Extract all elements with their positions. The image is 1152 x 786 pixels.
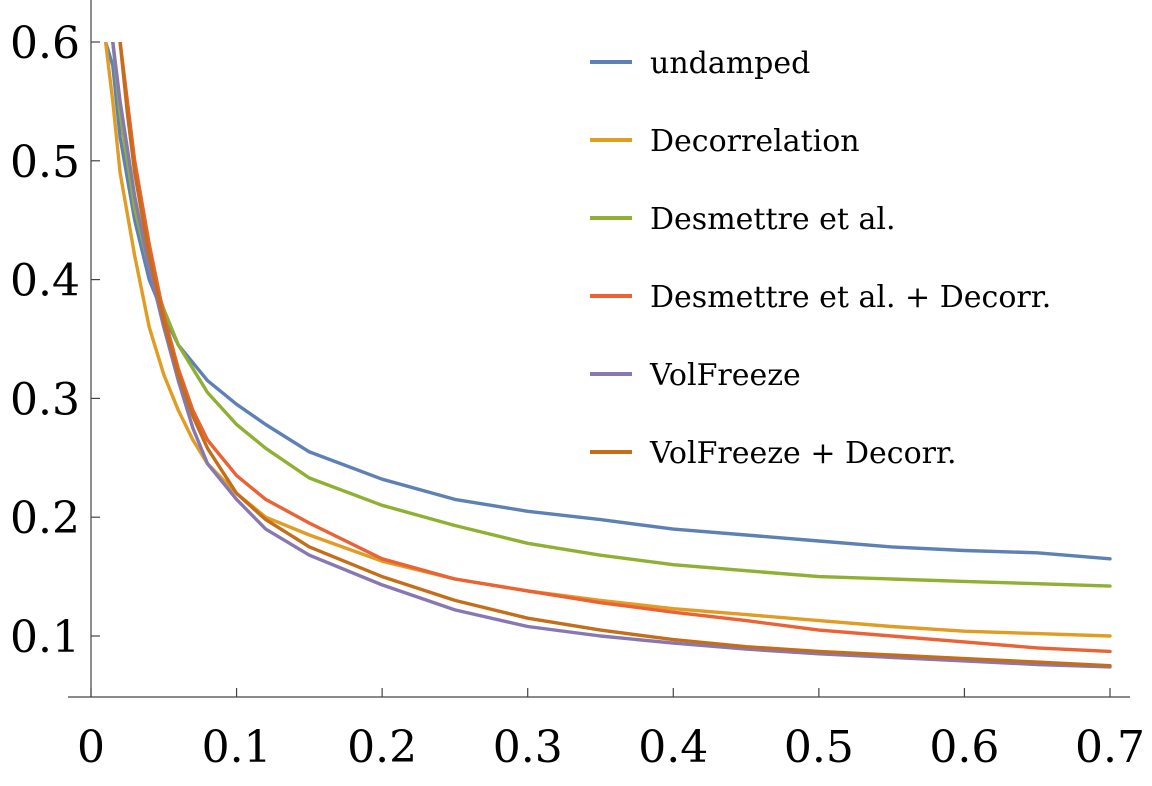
x-tick-label: 0.1 xyxy=(202,722,272,773)
y-tick-label: 0.4 xyxy=(10,256,80,307)
x-tick-label: 0.4 xyxy=(638,722,708,773)
plot-area xyxy=(103,42,1112,669)
legend-label-desmettre-et-al-decorr: Desmettre et al. + Decorr. xyxy=(650,280,1051,315)
series-line-desmettre-et-al-decorr xyxy=(118,42,1112,654)
legend-label-decorrelation: Decorrelation xyxy=(650,124,860,159)
series-line-decorrelation xyxy=(103,42,1112,638)
x-tick-label: 0.7 xyxy=(1075,722,1145,773)
legend-label-volfreeze: VolFreeze xyxy=(649,358,801,393)
y-tick-label: 0.3 xyxy=(10,374,80,425)
series-line-volfreeze-decorr xyxy=(118,42,1112,668)
x-tick-label: 0 xyxy=(77,722,105,773)
y-tick-label: 0.6 xyxy=(10,18,80,69)
y-tick-label: 0.5 xyxy=(10,137,80,188)
y-tick-label: 0.2 xyxy=(10,493,80,544)
series-line-undamped xyxy=(103,42,1112,561)
x-tick-label: 0.2 xyxy=(347,722,417,773)
legend-label-volfreeze-decorr: VolFreeze + Decorr. xyxy=(649,436,957,471)
y-tick-label: 0.1 xyxy=(10,612,80,663)
series-line-volfreeze xyxy=(111,42,1112,669)
x-tick-label: 0.3 xyxy=(493,722,563,773)
x-tick-label: 0.6 xyxy=(929,722,999,773)
axes: 0 0.1 0.2 0.3 0.4 0.5 0.6 0.7 0.1 0.2 0.3 0.4 0.5 0.6 xyxy=(10,0,1145,773)
legend: undamped Decorrelation Desmettre et al. Des… xyxy=(590,46,1051,471)
x-tick-label: 0.5 xyxy=(784,722,854,773)
legend-label-desmettre-et-al: Desmettre et al. xyxy=(650,202,896,237)
legend-label-undamped: undamped xyxy=(650,46,810,81)
